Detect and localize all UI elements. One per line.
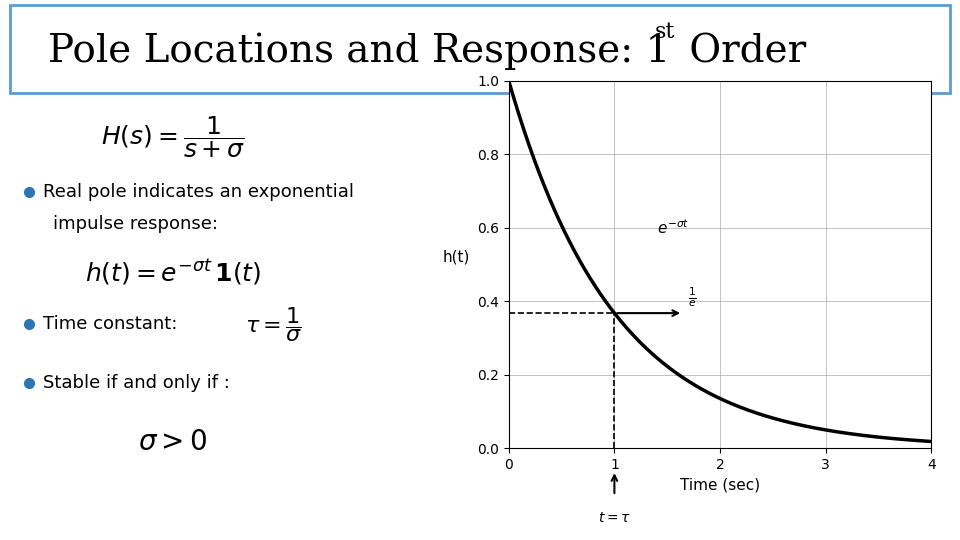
Text: Stable if and only if :: Stable if and only if : bbox=[43, 374, 230, 392]
Y-axis label: h(t): h(t) bbox=[443, 249, 470, 265]
Text: $t = \tau$: $t = \tau$ bbox=[598, 511, 631, 525]
Text: Time constant:: Time constant: bbox=[43, 315, 178, 333]
Text: $H(s) = \dfrac{1}{s + \sigma}$: $H(s) = \dfrac{1}{s + \sigma}$ bbox=[101, 114, 245, 160]
Text: Real pole indicates an exponential: Real pole indicates an exponential bbox=[43, 183, 354, 201]
Text: Order: Order bbox=[677, 33, 806, 70]
Text: st: st bbox=[655, 21, 675, 43]
Text: 19: 19 bbox=[926, 513, 941, 523]
Text: --/10/2020: --/10/2020 bbox=[19, 513, 77, 523]
Text: CSE416 DIGITAL CONTROL: CSE416 DIGITAL CONTROL bbox=[406, 513, 554, 523]
Text: $h(t) = e^{-\sigma t} \, \mathbf{1}(t)$: $h(t) = e^{-\sigma t} \, \mathbf{1}(t)$ bbox=[84, 258, 261, 287]
Text: $\frac{1}{e}$: $\frac{1}{e}$ bbox=[688, 286, 697, 309]
Text: impulse response:: impulse response: bbox=[53, 214, 218, 233]
Text: $\tau = \dfrac{1}{\sigma}$: $\tau = \dfrac{1}{\sigma}$ bbox=[245, 305, 302, 344]
X-axis label: Time (sec): Time (sec) bbox=[680, 477, 760, 492]
Text: Pole Locations and Response: 1: Pole Locations and Response: 1 bbox=[48, 33, 670, 70]
Text: $\sigma > 0$: $\sigma > 0$ bbox=[138, 428, 207, 456]
FancyBboxPatch shape bbox=[10, 5, 950, 93]
Text: $e^{-\sigma t}$: $e^{-\sigma t}$ bbox=[657, 219, 689, 237]
